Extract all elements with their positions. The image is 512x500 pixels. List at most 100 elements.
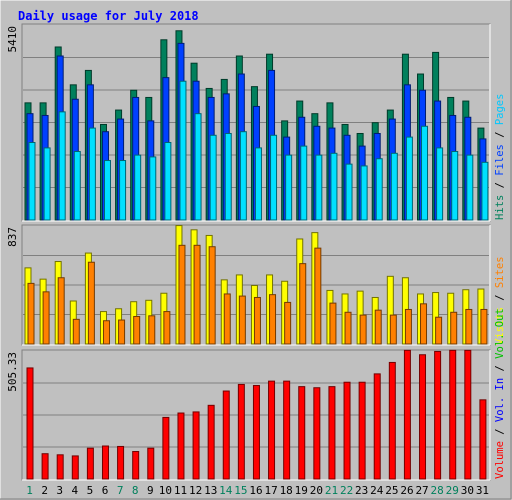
bar-sites-day-13 bbox=[208, 246, 216, 345]
legend-item-sites: Sites bbox=[494, 256, 506, 288]
bar-volume-day-18 bbox=[283, 380, 291, 480]
x-tick-label-day-10: 10 bbox=[159, 484, 172, 497]
x-tick-label-day-28: 28 bbox=[431, 484, 444, 497]
legend-item-volume: Volume bbox=[494, 441, 506, 479]
bar-sites-day-6 bbox=[102, 320, 110, 345]
bar-volume-day-15 bbox=[237, 383, 245, 480]
legend-item-vol-out: Vol. Out bbox=[494, 308, 506, 359]
x-tick-label-day-15: 15 bbox=[234, 484, 247, 497]
bar-pages-day-13 bbox=[209, 134, 217, 221]
legend-separator: / bbox=[494, 359, 506, 378]
legend-item-vol-in: Vol. In bbox=[494, 378, 506, 422]
bar-sites-day-25 bbox=[389, 314, 397, 345]
bar-pages-day-15 bbox=[239, 131, 247, 221]
bar-pages-day-2 bbox=[43, 147, 51, 221]
bar-sites-day-29 bbox=[450, 311, 458, 345]
bar-volume-day-20 bbox=[313, 387, 321, 480]
x-tick-label-day-14: 14 bbox=[219, 484, 233, 497]
bar-volume-day-30 bbox=[464, 349, 472, 480]
bar-sites-day-18 bbox=[284, 301, 292, 345]
bar-sites-day-14 bbox=[223, 293, 231, 345]
x-tick-label-day-29: 29 bbox=[446, 484, 459, 497]
legend-item-hits: Hits bbox=[494, 195, 506, 220]
bar-pages-day-9 bbox=[149, 156, 157, 221]
x-tick-label-day-27: 27 bbox=[415, 484, 428, 497]
bar-sites-day-24 bbox=[374, 309, 382, 345]
x-tick-label-day-30: 30 bbox=[461, 484, 474, 497]
bar-sites-day-23 bbox=[359, 314, 367, 345]
bar-pages-day-11 bbox=[179, 80, 187, 221]
bar-pages-day-25 bbox=[390, 152, 398, 221]
legend-item-pages: Pages bbox=[494, 94, 506, 126]
x-tick-label-day-23: 23 bbox=[355, 484, 368, 497]
bar-sites-day-22 bbox=[344, 311, 352, 345]
bar-sites-day-9 bbox=[148, 315, 156, 345]
bar-volume-day-10 bbox=[162, 416, 170, 480]
bar-volume-day-2 bbox=[41, 453, 49, 480]
bar-volume-day-6 bbox=[101, 445, 109, 480]
bar-sites-day-1 bbox=[27, 282, 35, 345]
x-tick-label-day-31: 31 bbox=[476, 484, 489, 497]
bar-volume-day-9 bbox=[147, 447, 155, 480]
bar-sites-day-16 bbox=[253, 296, 261, 345]
bar-sites-day-10 bbox=[163, 311, 171, 345]
bar-pages-day-29 bbox=[451, 151, 459, 221]
bar-volume-day-24 bbox=[373, 373, 381, 480]
bar-pages-day-6 bbox=[103, 160, 111, 221]
x-tick-label-day-2: 2 bbox=[41, 484, 48, 497]
bar-sites-day-19 bbox=[299, 263, 307, 345]
x-tick-label-day-22: 22 bbox=[340, 484, 353, 497]
bar-volume-day-27 bbox=[419, 354, 427, 480]
bar-pages-day-19 bbox=[300, 145, 308, 221]
legend-item-visits: Visits bbox=[494, 307, 506, 345]
bar-pages-day-7 bbox=[119, 160, 127, 221]
x-tick-label-day-16: 16 bbox=[249, 484, 262, 497]
bar-volume-day-4 bbox=[71, 455, 79, 480]
x-tick-label-day-25: 25 bbox=[385, 484, 398, 497]
x-axis-labels: 1 2 3 4 5 6 7 8 9 10 11 12 13 14 15 16 17 18 19 20 21 22 23 24 2… bbox=[26, 484, 489, 497]
panel-mid: 837 Visits / Sites bbox=[6, 224, 506, 346]
bar-pages-day-28 bbox=[436, 147, 444, 221]
bar-sites-day-11 bbox=[178, 244, 186, 345]
bar-volume-day-21 bbox=[328, 386, 336, 480]
bar-sites-day-5 bbox=[87, 261, 95, 345]
bar-pages-day-17 bbox=[270, 134, 278, 221]
bar-sites-day-31 bbox=[480, 308, 488, 345]
bar-volume-day-12 bbox=[192, 411, 200, 480]
x-tick-label-day-12: 12 bbox=[189, 484, 202, 497]
x-tick-label-day-5: 5 bbox=[87, 484, 94, 497]
bar-sites-day-30 bbox=[465, 308, 473, 345]
x-tick-label-day-20: 20 bbox=[310, 484, 323, 497]
bar-volume-day-13 bbox=[207, 404, 215, 480]
bar-sites-day-26 bbox=[404, 308, 412, 345]
bar-pages-day-1 bbox=[28, 142, 36, 221]
bar-volume-day-31 bbox=[479, 399, 487, 480]
legend-separator: / bbox=[494, 176, 506, 195]
bar-pages-day-12 bbox=[194, 113, 202, 221]
x-tick-label-day-13: 13 bbox=[204, 484, 217, 497]
bar-volume-day-14 bbox=[222, 390, 230, 480]
x-tick-label-day-3: 3 bbox=[56, 484, 63, 497]
bar-pages-day-16 bbox=[254, 147, 262, 221]
x-tick-label-day-6: 6 bbox=[102, 484, 109, 497]
panel-top: 5410 Hits / Files / Pages bbox=[6, 23, 506, 222]
legend-top: Hits / Files / Pages bbox=[494, 94, 506, 220]
chart-title: Daily usage for July 2018 bbox=[18, 9, 199, 23]
x-tick-label-day-17: 17 bbox=[264, 484, 277, 497]
x-tick-label-day-26: 26 bbox=[400, 484, 413, 497]
bar-volume-day-19 bbox=[298, 386, 306, 480]
legend-item-files: Files bbox=[494, 144, 506, 176]
x-tick-label-day-21: 21 bbox=[325, 484, 338, 497]
x-tick-label-day-19: 19 bbox=[295, 484, 308, 497]
x-tick-label-day-9: 9 bbox=[147, 484, 154, 497]
bar-sites-day-3 bbox=[57, 277, 65, 345]
y-max-label-bot: 505.33 bbox=[6, 352, 19, 392]
bar-sites-day-28 bbox=[435, 316, 443, 345]
bar-pages-day-4 bbox=[73, 151, 81, 221]
x-tick-label-day-1: 1 bbox=[26, 484, 33, 497]
bar-volume-day-17 bbox=[268, 380, 276, 480]
bar-pages-day-23 bbox=[360, 165, 368, 221]
bar-sites-day-4 bbox=[72, 318, 80, 345]
